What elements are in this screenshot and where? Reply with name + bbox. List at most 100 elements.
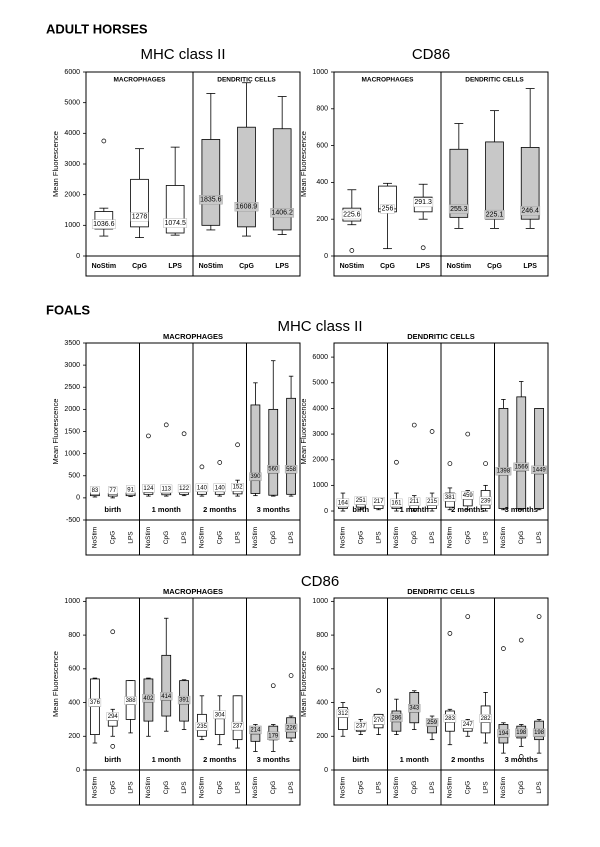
median-label-bg [520,206,541,216]
x-tick-label: CpG [464,781,471,794]
median-label-bg [126,485,136,494]
section-title: FOALS [46,302,90,317]
group-label: birth [352,755,369,764]
x-tick-label: NoStim [340,527,347,548]
y-tick-label: 2000 [312,457,328,464]
x-tick-label: LPS [168,263,182,270]
median-label: 215 [427,499,438,505]
median-label-bg [461,491,474,500]
median-label-bg [354,721,367,731]
median-label-bg [336,709,350,718]
x-tick-label: LPS [288,531,295,544]
group-label: 2 months [203,505,236,514]
y-axis-label: Mean Fluorescence [299,651,308,717]
median-label: 198 [534,730,545,736]
median-label-bg [515,728,528,737]
median-label-bg [267,731,280,740]
outlier [288,673,294,678]
outlier [217,460,223,465]
median-label-bg [443,714,457,723]
panel-title: MHC class II [277,318,362,335]
x-tick-label: CpG [109,781,116,794]
x-tick-label: NoStim [393,777,400,798]
outlier [465,431,471,437]
box [286,397,296,495]
box [485,141,504,220]
x-tick-label: LPS [482,531,489,544]
x-tick-label: LPS [429,531,436,544]
x-tick-label: NoStim [340,777,347,798]
section-title: ADULT HORSES [46,21,148,36]
median-label-bg [130,212,149,222]
median-label: 312 [338,711,349,717]
x-tick-label: NoStim [92,777,99,798]
median-label-bg [390,713,403,722]
x-tick-label: CpG [487,263,502,270]
median-label-bg [249,725,262,735]
median-label-bg [284,465,298,474]
median-label-bg [380,204,395,214]
x-tick-label: NoStim [92,527,99,548]
median-label-bg [284,723,298,733]
box [516,396,527,509]
outlier [349,248,355,253]
y-tick-label: 0 [324,508,328,515]
y-tick-label: 1000 [312,482,328,489]
x-tick-label: LPS [181,781,188,794]
y-axis-label: Mean Fluorescence [299,399,308,465]
median-label: 251 [356,498,367,504]
median-label: 1608.9 [236,204,258,211]
median-label-bg [336,498,350,507]
median-label-bg [231,482,244,492]
median-label: 194 [498,731,509,737]
outlier [429,429,435,434]
x-tick-label: LPS [375,531,382,544]
box [338,707,348,730]
median-label: 282 [481,716,492,722]
y-tick-label: 0 [76,253,80,260]
group-label: 3 months [505,505,538,514]
chart-header: DENDRITIC CELLS [407,587,475,596]
median-label-bg [513,462,530,472]
x-tick-label: NoStim [252,777,259,798]
outlier [483,461,488,466]
y-tick-label: 400 [316,179,328,186]
chart-header: MACROPHAGES [163,587,223,596]
box [520,147,540,220]
median-label: 560 [268,467,279,473]
median-label-bg [372,716,385,725]
x-tick-label: LPS [181,531,188,544]
x-tick-label: CpG [239,263,254,270]
y-tick-label: 1500 [64,428,80,435]
box [268,408,279,496]
group-label: birth [104,755,121,764]
median-label: 152 [233,485,244,491]
x-tick-label: CpG [464,531,471,544]
outlier [518,637,524,643]
median-label-bg [198,195,223,205]
median-label-bg [484,209,505,220]
median-label-bg [425,497,439,506]
median-label: 214 [250,727,261,733]
outlier [101,138,107,144]
median-label-bg [461,720,474,729]
y-tick-label: 3000 [312,431,328,438]
x-tick-label: CpG [411,781,418,794]
x-tick-label: NoStim [199,777,206,798]
median-label-bg [88,698,102,707]
x-tick-label: CpG [357,781,364,794]
group-label: 3 months [257,755,290,764]
outlier [270,683,276,689]
median-label-bg [231,721,244,731]
median-label: 226 [286,725,297,731]
median-label: 304 [215,712,226,718]
box [449,148,469,218]
median-label: 91 [127,487,134,493]
y-axis-label: Mean Fluorescence [51,399,60,465]
box [498,408,509,509]
box [272,128,292,231]
x-tick-label: LPS [288,781,295,794]
median-label: 1036.6 [93,221,115,228]
group-label: 2 months [203,755,236,764]
outlier [447,631,453,636]
